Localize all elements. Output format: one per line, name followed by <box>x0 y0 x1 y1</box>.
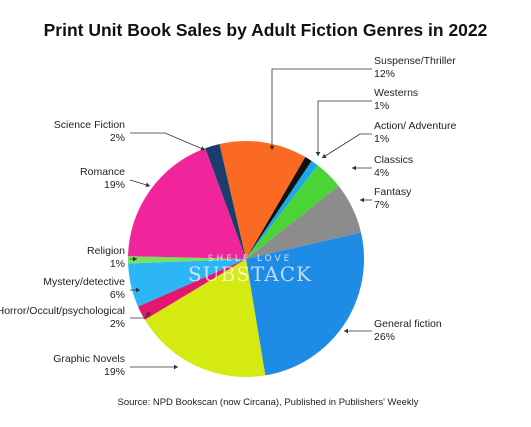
chart-title: Print Unit Book Sales by Adult Fiction G… <box>44 20 488 40</box>
slice-suspense-thriller <box>219 140 306 259</box>
watermark: SHELF LOVE SUBSTACK <box>188 254 312 286</box>
leader-suspense-thriller <box>271 68 372 150</box>
value-suspense-thriller: 12% <box>374 68 395 80</box>
leader-arrow-fantasy <box>360 197 364 203</box>
label-religion: Religion <box>87 245 125 257</box>
value-graphic-novels: 19% <box>104 366 125 378</box>
value-religion: 1% <box>110 258 125 270</box>
value-horror-occult-psychological: 2% <box>110 318 125 330</box>
watermark-line2: SUBSTACK <box>188 262 312 286</box>
slice-science-fiction <box>205 144 246 259</box>
leader-arrow-romance <box>145 182 150 188</box>
label-westerns: Westerns <box>374 87 418 99</box>
value-science-fiction: 2% <box>110 132 125 144</box>
leader-science-fiction <box>130 132 206 151</box>
leader-action-adventure <box>321 133 372 159</box>
slice-action-adventure <box>246 160 318 259</box>
watermark-line1: SHELF LOVE <box>208 254 293 264</box>
label-classics: Classics <box>374 154 413 166</box>
slice-fantasy <box>246 186 361 259</box>
leader-arrow-westerns <box>315 152 321 156</box>
leader-arrow-action-adventure <box>322 153 327 158</box>
value-action-adventure: 1% <box>374 133 389 145</box>
label-general-fiction: General fiction <box>374 318 442 330</box>
label-suspense-thriller: Suspense/Thriller <box>374 55 456 67</box>
leader-arrow-suspense-thriller <box>269 146 275 150</box>
value-classics: 4% <box>374 167 389 179</box>
leader-arrow-science-fiction <box>200 146 205 151</box>
leader-arrow-classics <box>352 165 356 171</box>
label-action-adventure: Action/ Adventure <box>374 120 456 132</box>
label-graphic-novels: Graphic Novels <box>53 353 125 365</box>
slice-romance <box>128 148 246 259</box>
leader-arrow-horror-occult-psychological <box>145 312 150 317</box>
label-mystery-detective: Mystery/detective <box>43 276 125 288</box>
slice-mystery-detective <box>128 259 246 307</box>
label-science-fiction: Science Fiction <box>54 119 125 131</box>
leader-arrow-mystery-detective <box>136 287 140 293</box>
value-mystery-detective: 6% <box>110 289 125 301</box>
chart-source: Source: NPD Bookscan (now Circana), Publ… <box>117 397 418 408</box>
slice-westerns <box>246 157 312 259</box>
leader-arrow-general-fiction <box>344 328 348 334</box>
leader-lines <box>129 68 372 370</box>
slice-horror-occult-psychological <box>138 259 246 320</box>
leader-arrow-religion <box>133 256 137 262</box>
label-romance: Romance <box>80 166 125 178</box>
slice-religion <box>128 256 246 264</box>
value-romance: 19% <box>104 179 125 191</box>
pie-slices <box>128 140 365 378</box>
leader-westerns <box>317 100 372 156</box>
label-horror-occult-psychological: Horror/Occult/psychological <box>0 305 125 317</box>
slice-graphic-novels <box>144 259 266 378</box>
slice-classics <box>246 165 339 259</box>
value-westerns: 1% <box>374 100 389 112</box>
value-fantasy: 7% <box>374 199 389 211</box>
slice-general-fiction <box>246 232 365 376</box>
value-general-fiction: 26% <box>374 331 395 343</box>
label-fantasy: Fantasy <box>374 186 412 198</box>
leader-arrow-graphic-novels <box>174 364 178 370</box>
